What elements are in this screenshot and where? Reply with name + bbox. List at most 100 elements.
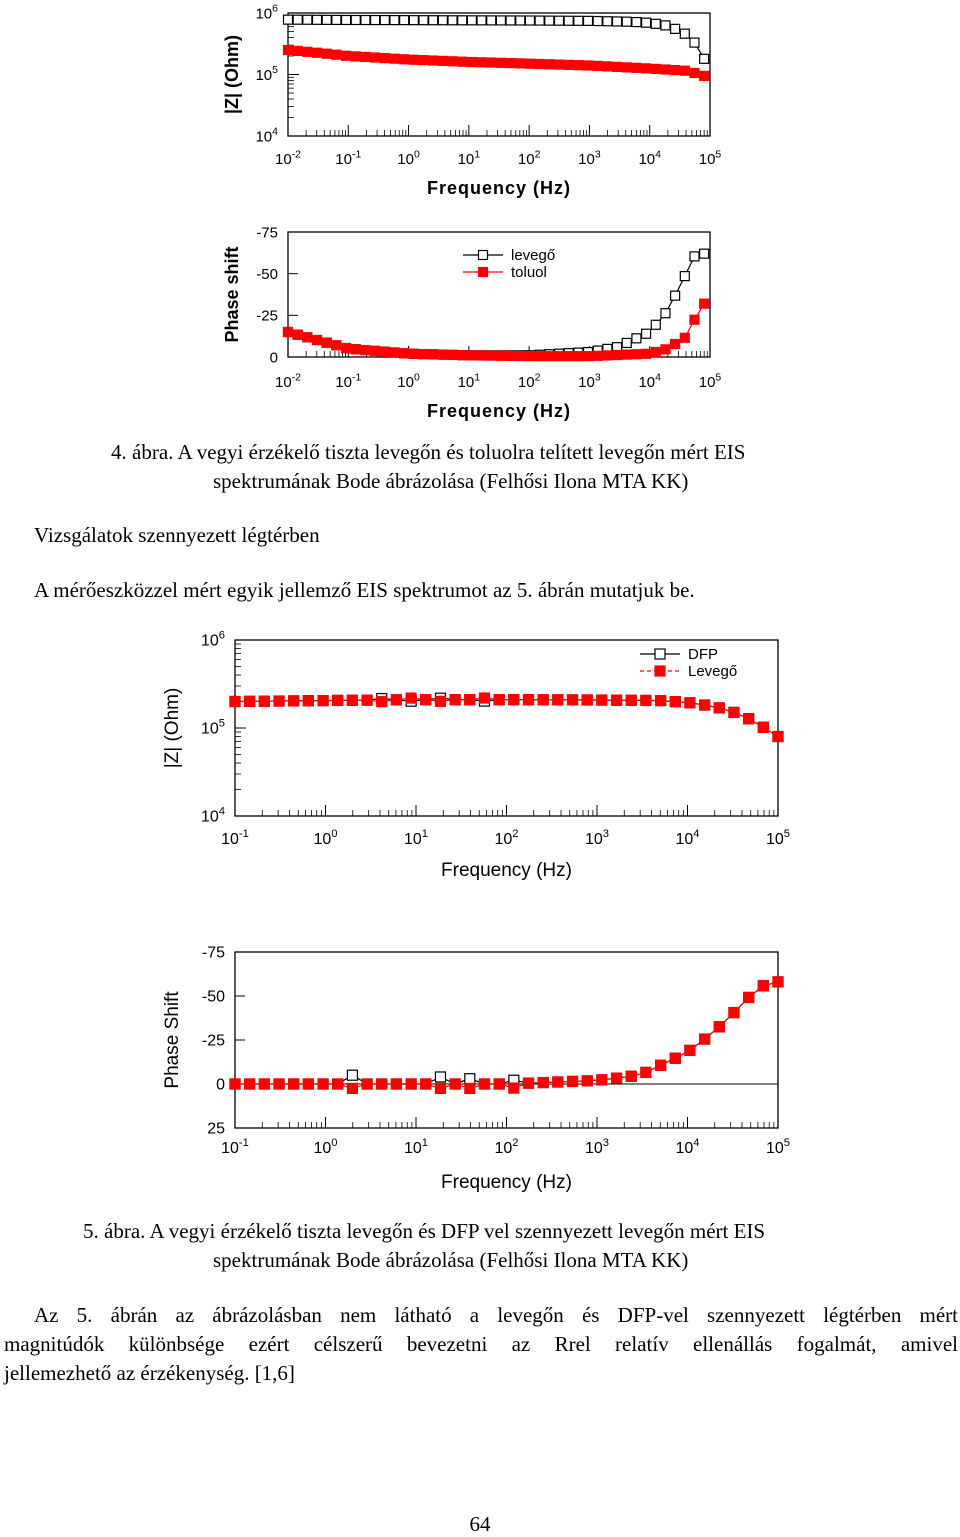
data-point-toluol bbox=[437, 349, 448, 360]
y-tick-label: -25 bbox=[202, 1033, 225, 1050]
x-tick-label: 105 bbox=[699, 148, 722, 168]
data-point-levegő bbox=[408, 15, 419, 26]
data-point-DFP bbox=[346, 1069, 359, 1081]
legend-label: Levegő bbox=[688, 663, 737, 680]
data-point-Levegő bbox=[229, 695, 241, 708]
data-point-levegő bbox=[282, 14, 294, 25]
data-point-levegő bbox=[699, 53, 710, 64]
x-axis-title: Frequency (Hz) bbox=[441, 860, 572, 881]
data-point-levegő bbox=[437, 15, 448, 26]
data-point-toluol bbox=[573, 60, 584, 71]
data-point-toluol bbox=[302, 332, 313, 343]
data-point-toluol bbox=[689, 314, 700, 325]
x-axis-title: Frequency (Hz) bbox=[427, 401, 571, 421]
legend-label: levegő bbox=[511, 247, 555, 264]
data-point-toluol bbox=[582, 60, 594, 71]
data-point-Levegő bbox=[625, 694, 637, 706]
data-point-toluol bbox=[553, 59, 565, 70]
data-point-toluol bbox=[466, 350, 477, 361]
data-point-levegő bbox=[544, 15, 555, 26]
data-point-Levegő bbox=[640, 694, 652, 707]
data-point-levegő bbox=[466, 15, 477, 26]
data-point-toluol bbox=[292, 45, 303, 56]
data-point-toluol bbox=[602, 61, 613, 72]
data-point-levegő bbox=[311, 14, 323, 25]
figure-4-phase-panel: 10-2 10-1 100 101 102 103 104 105 -75 -50 -25 0 Freq… bbox=[222, 224, 721, 421]
figure-4-caption-number: 4. ábra. bbox=[111, 440, 174, 464]
data-point-Levegő bbox=[478, 1078, 491, 1090]
x-tick-label: 105 bbox=[766, 1137, 790, 1157]
data-point-Levegő bbox=[302, 1078, 314, 1090]
data-point-Levegő bbox=[332, 694, 344, 707]
data-point-toluol bbox=[495, 57, 507, 68]
data-point-levegő bbox=[350, 14, 361, 26]
data-point-Levegő bbox=[596, 694, 608, 706]
data-point-toluol bbox=[515, 58, 526, 69]
y-axis-title: Phase Shift bbox=[162, 991, 183, 1089]
data-point-levegő bbox=[699, 248, 710, 259]
x-tick-label: 103 bbox=[585, 828, 609, 848]
x-tick-label: 103 bbox=[585, 1137, 609, 1157]
data-point-toluol bbox=[447, 56, 458, 67]
data-point-levegő bbox=[486, 15, 497, 26]
data-point-toluol bbox=[466, 56, 477, 68]
data-point-toluol bbox=[573, 351, 584, 362]
data-point-levegő bbox=[370, 14, 381, 26]
series-line-Levegő bbox=[235, 981, 779, 1090]
data-point-Levegő bbox=[581, 1075, 593, 1087]
x-tick-label: 10-1 bbox=[221, 828, 249, 848]
y-tick-label: 0 bbox=[270, 349, 278, 366]
y-tick-label: 0 bbox=[216, 1077, 225, 1094]
data-point-Levegő bbox=[464, 694, 476, 706]
data-point-toluol bbox=[340, 342, 352, 354]
x-tick-label: 104 bbox=[675, 1137, 699, 1157]
data-point-levegő bbox=[679, 28, 690, 39]
data-point-Levegő bbox=[376, 696, 388, 708]
data-point-toluol bbox=[660, 344, 671, 355]
data-point-Levegő bbox=[361, 1078, 373, 1090]
x-tick-label: 104 bbox=[638, 148, 661, 168]
figure-5-caption: 5. ábra. A vegyi érzékelő tiszta levegőn… bbox=[83, 1217, 765, 1246]
data-point-levegő bbox=[611, 16, 623, 27]
data-point-Levegő bbox=[258, 1078, 270, 1090]
data-point-levegő bbox=[670, 290, 681, 301]
legend-marker bbox=[477, 249, 489, 261]
data-point-toluol bbox=[534, 351, 545, 362]
x-axis-title: Frequency (Hz) bbox=[441, 1172, 572, 1193]
data-point-levegő bbox=[389, 15, 400, 26]
closing-line-2: magnitúdók különbsége ezért célszerű bev… bbox=[4, 1332, 958, 1356]
x-tick-label: 10-2 bbox=[275, 148, 301, 168]
data-point-toluol bbox=[631, 62, 642, 73]
data-point-levegő bbox=[360, 14, 371, 26]
data-point-levegő bbox=[292, 14, 303, 25]
data-point-toluol bbox=[389, 53, 400, 64]
x-tick-label: 10-1 bbox=[335, 371, 361, 391]
data-point-Levegő bbox=[346, 694, 359, 706]
data-point-toluol bbox=[592, 350, 603, 361]
data-point-levegő bbox=[476, 15, 487, 26]
data-point-levegő bbox=[447, 15, 458, 26]
data-point-Levegő bbox=[537, 1076, 549, 1089]
data-point-Levegő bbox=[405, 1078, 417, 1090]
data-point-toluol bbox=[331, 49, 342, 60]
y-tick-label: 104 bbox=[201, 805, 225, 825]
data-point-toluol bbox=[650, 63, 661, 74]
data-point-Levegő bbox=[493, 694, 505, 706]
data-point-Levegő bbox=[508, 1082, 520, 1094]
data-point-toluol bbox=[311, 47, 323, 58]
data-point-toluol bbox=[544, 351, 555, 362]
legend-marker bbox=[654, 648, 666, 660]
data-point-toluol bbox=[486, 57, 497, 68]
y-tick-label: 106 bbox=[201, 629, 225, 649]
data-point-levegő bbox=[660, 308, 671, 319]
figure-4-chart: 10-2 10-1 100 101 102 103 104 105 106 105 104 Frequ… bbox=[222, 3, 722, 422]
x-tick-label: 100 bbox=[313, 828, 337, 848]
data-point-Levegő bbox=[244, 1078, 256, 1090]
data-point-levegő bbox=[650, 18, 661, 29]
data-point-Levegő bbox=[772, 730, 784, 743]
data-point-toluol bbox=[650, 346, 661, 358]
data-point-toluol bbox=[611, 61, 623, 72]
x-tick-label: 102 bbox=[494, 1137, 518, 1157]
data-point-Levegő bbox=[654, 1059, 667, 1071]
data-point-toluol bbox=[563, 351, 574, 362]
